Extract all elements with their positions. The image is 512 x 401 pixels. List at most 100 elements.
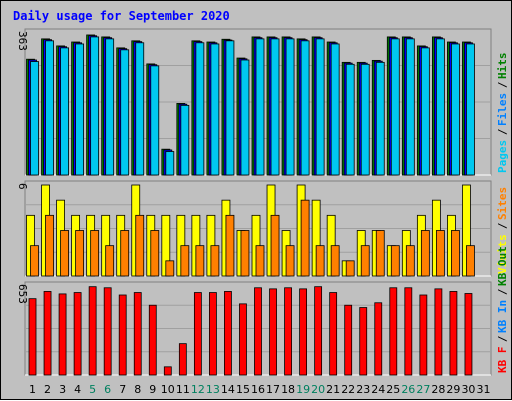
bar-sites-day-23: [360, 245, 370, 277]
bar-kb-f-day-13: [209, 292, 217, 376]
day-label-7: 7: [119, 383, 126, 396]
bar-kb-f-day-27: [419, 294, 428, 376]
bar-sites-day-4: [75, 230, 85, 277]
bar-pages-day-28: [435, 38, 445, 176]
bar-sites-day-25: [390, 245, 400, 277]
bar-pages-day-30: [466, 43, 475, 176]
bar-kb-f-day-16: [254, 287, 262, 376]
bar-pages-day-5: [90, 36, 100, 176]
bar-kb-f-day-1: [28, 298, 37, 376]
legend-label-pages: Pages: [496, 140, 509, 173]
bar-kb-f-day-19: [299, 288, 307, 376]
bar-pages-day-19: [300, 40, 310, 176]
day-label-6: 6: [104, 383, 111, 396]
bar-sites-day-11: [180, 245, 190, 277]
legend-label-kb-out: KB Out: [496, 246, 509, 286]
bar-kb-f-day-9: [148, 304, 157, 376]
bar-pages-day-2: [45, 40, 54, 176]
day-label-22: 22: [341, 383, 355, 396]
bar-kb-f-day-5: [88, 286, 97, 376]
bar-pages-day-14: [225, 40, 235, 176]
bar-sites-day-3: [60, 230, 69, 277]
bar-sites-day-14: [225, 214, 235, 277]
bar-kb-f-day-11: [178, 343, 187, 376]
panel-top-max-label: 363: [16, 31, 29, 51]
bar-kb-f-day-15: [239, 303, 247, 376]
day-label-2: 2: [44, 383, 51, 396]
bar-kb-f-day-8: [133, 292, 142, 376]
day-label-28: 28: [431, 383, 445, 396]
day-label-30: 30: [461, 383, 475, 396]
bar-sites-day-21: [330, 245, 340, 277]
day-label-14: 14: [221, 383, 235, 396]
bar-kb-f-day-12: [193, 292, 202, 376]
bar-pages-day-1: [30, 61, 39, 176]
bar-sites-day-8: [135, 214, 145, 277]
bar-sites-day-1: [30, 245, 39, 277]
bar-kb-f-day-22: [344, 304, 353, 376]
day-label-20: 20: [311, 383, 325, 396]
legend-label-visits: Visits: [496, 234, 509, 274]
bar-pages-day-29: [451, 43, 460, 176]
bar-pages-day-27: [420, 47, 430, 176]
bar-kb-f-day-18: [284, 287, 292, 376]
day-label-21: 21: [326, 383, 340, 396]
bar-sites-day-22: [345, 260, 355, 277]
bar-pages-day-20: [315, 38, 325, 176]
day-label-15: 15: [236, 383, 250, 396]
bar-kb-f-day-29: [449, 291, 458, 376]
bar-kb-f-day-6: [103, 287, 112, 376]
bar-pages-day-11: [180, 104, 190, 176]
panel-bottom-max-label: 653: [16, 284, 29, 304]
day-label-26: 26: [401, 383, 415, 396]
day-label-19: 19: [296, 383, 310, 396]
day-label-1: 1: [29, 383, 36, 396]
legend-separator: /: [496, 81, 509, 88]
bar-sites-day-20: [315, 245, 325, 277]
chart-title: Daily usage for September 2020: [13, 9, 230, 23]
day-label-11: 11: [176, 383, 190, 396]
bar-sites-day-17: [270, 214, 280, 277]
legend-separator: /: [496, 128, 509, 135]
day-label-29: 29: [446, 383, 460, 396]
bar-sites-day-24: [375, 230, 385, 277]
bar-pages-day-13: [210, 43, 220, 176]
legend-label-hits: Hits: [496, 53, 509, 80]
bar-pages-day-17: [270, 38, 280, 176]
legend-separator: /: [496, 335, 509, 342]
bar-kb-f-day-7: [118, 294, 127, 376]
bar-sites-day-28: [435, 230, 445, 277]
legend-separator: /: [496, 288, 509, 295]
day-label-25: 25: [386, 383, 400, 396]
bar-sites-day-29: [451, 230, 460, 277]
bar-sites-day-6: [105, 245, 115, 277]
bar-kb-f-day-28: [434, 288, 443, 376]
bar-kb-f-day-24: [374, 302, 383, 376]
bar-pages-day-3: [60, 47, 69, 176]
bar-pages-day-26: [405, 38, 415, 176]
bar-pages-day-10: [165, 151, 175, 176]
bar-sites-day-12: [195, 245, 205, 277]
bar-sites-day-15: [240, 230, 250, 277]
day-label-4: 4: [74, 383, 81, 396]
bar-pages-day-24: [375, 61, 385, 176]
day-label-10: 10: [161, 383, 175, 396]
bar-pages-day-8: [135, 42, 145, 176]
bar-pages-day-7: [120, 49, 130, 176]
bar-pages-day-21: [330, 43, 340, 176]
bar-pages-day-18: [285, 38, 295, 176]
bar-kb-f-day-26: [404, 287, 413, 376]
legend-label-files: Files: [496, 93, 509, 126]
bar-pages-day-15: [240, 59, 250, 176]
bar-sites-day-30: [466, 245, 475, 277]
bar-kb-f-day-17: [269, 288, 277, 376]
bar-pages-day-23: [360, 63, 370, 176]
bar-sites-day-18: [285, 245, 295, 277]
bar-sites-day-9: [150, 230, 160, 277]
day-label-8: 8: [134, 383, 141, 396]
day-label-24: 24: [371, 383, 385, 396]
bar-sites-day-16: [255, 245, 265, 277]
day-label-13: 13: [206, 383, 220, 396]
bar-sites-day-19: [300, 199, 310, 277]
